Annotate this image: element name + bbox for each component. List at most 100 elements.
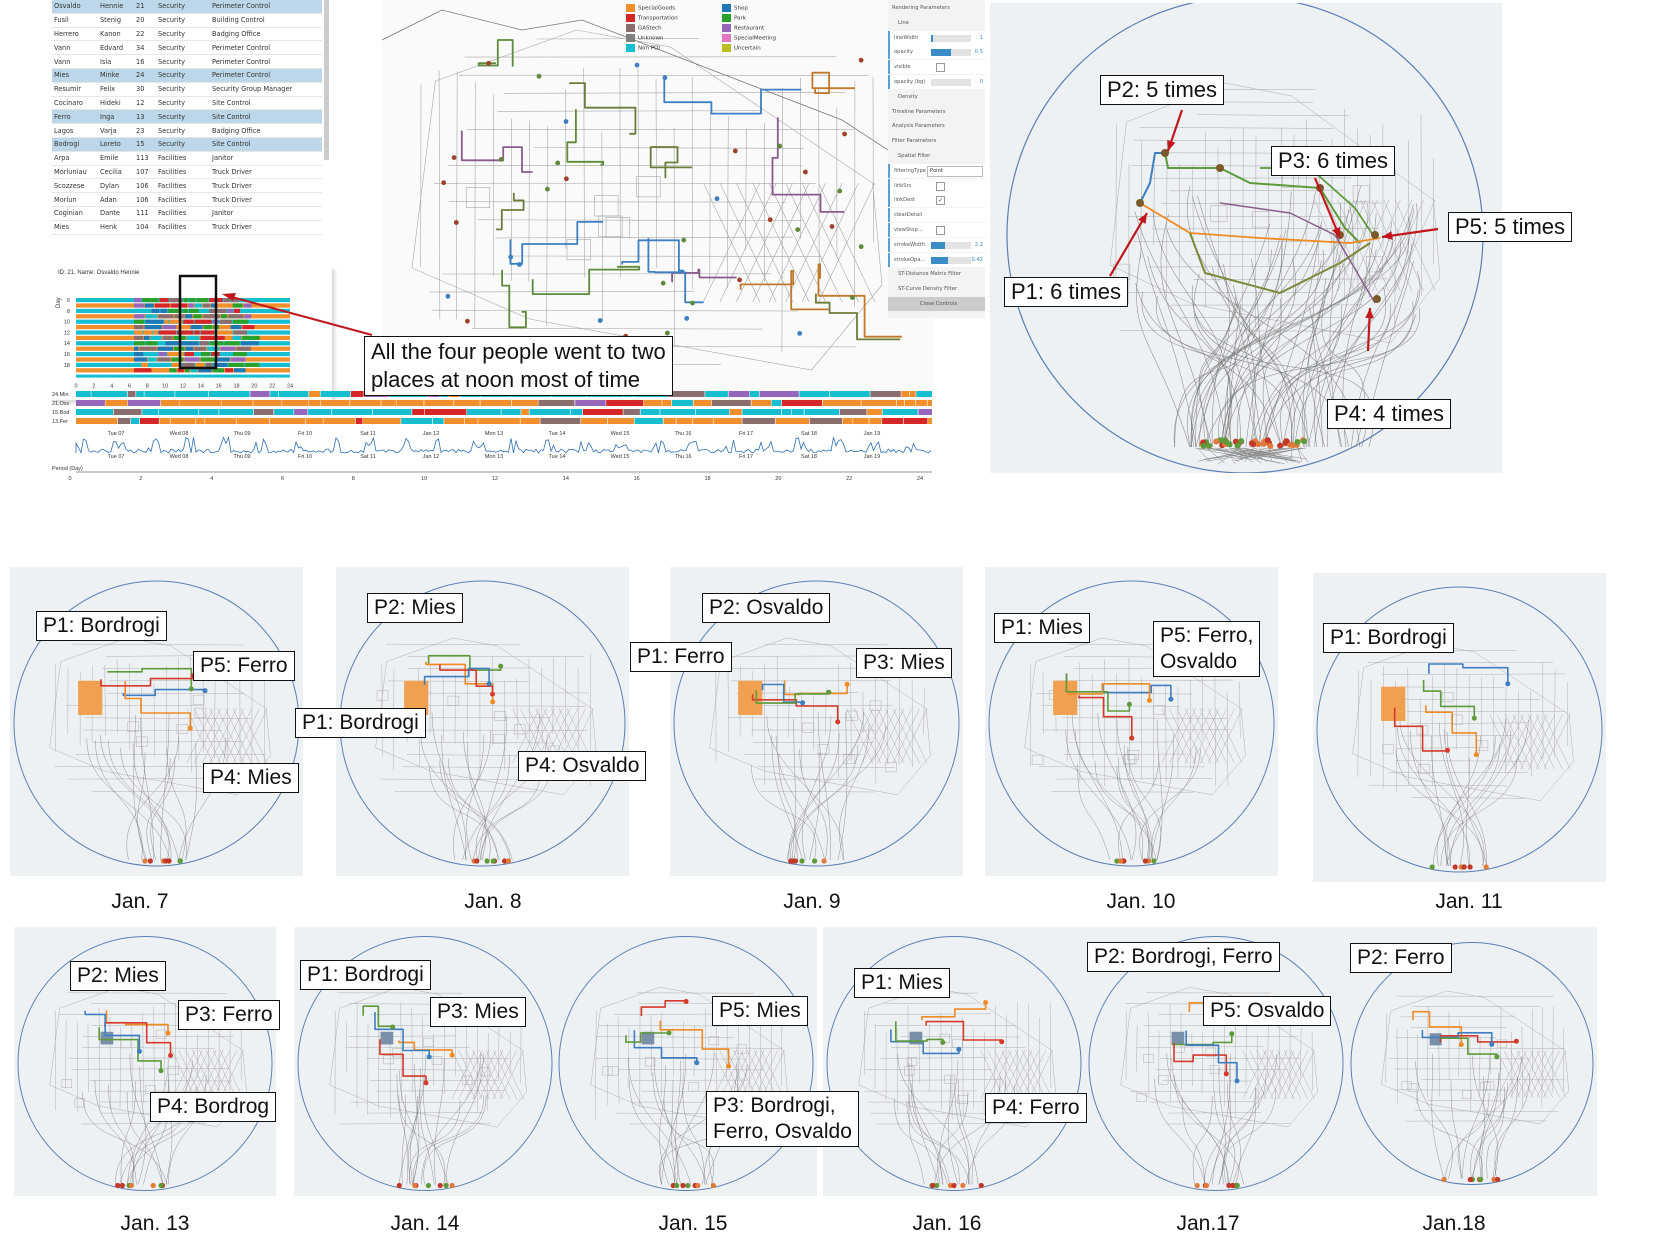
- poi-legend-item[interactable]: GAStech: [626, 24, 662, 33]
- hour-tick: 10: [162, 384, 168, 390]
- staff-row[interactable]: Vann Isia 16 Security Perimeter Control: [52, 54, 322, 69]
- control-cleardetail[interactable]: clearDetail: [888, 208, 985, 223]
- focus-circle: [17, 936, 273, 1191]
- control-timeline-parameters[interactable]: Timeline Parameters: [888, 105, 985, 119]
- table-scrollbar[interactable]: [324, 0, 329, 160]
- stop-marker: [1226, 1182, 1232, 1189]
- control-st-curve-density-filter[interactable]: ST-Curve Density Filter: [888, 282, 985, 296]
- timeline-segment: [127, 391, 136, 397]
- link-curve: [1190, 209, 1350, 448]
- poi-label: Restaurant: [734, 25, 765, 32]
- filtering-type-select[interactable]: Point: [927, 165, 983, 177]
- timeline-day-label: Tue 14: [549, 431, 566, 437]
- control-opacity[interactable]: opacity 0.5: [888, 45, 985, 60]
- poi-legend-item[interactable]: SpecialGoods: [626, 4, 675, 13]
- control-linksrc[interactable]: linkSrc: [888, 178, 985, 193]
- timeline-segment: [478, 418, 520, 424]
- link-curve: [1439, 722, 1464, 867]
- poi-legend-item[interactable]: Restaurant: [722, 24, 764, 33]
- control-filteringtype[interactable]: filteringType Point: [888, 163, 985, 178]
- control-strokeopa[interactable]: strokeOpa... 0.42: [888, 252, 985, 267]
- control-close-controls[interactable]: Close Controls: [888, 297, 985, 311]
- slider-track[interactable]: [931, 241, 971, 249]
- poi-label: GAStech: [638, 25, 662, 32]
- stop-marker: [1203, 1182, 1210, 1189]
- control-strokewidth[interactable]: strokeWidth 2.2: [888, 237, 985, 252]
- activity-segment: [236, 346, 251, 351]
- timeline-segment: [693, 400, 712, 406]
- staff-row[interactable]: Osvaldo Hennie 21 Security Perimeter Control: [52, 0, 322, 14]
- control-opacity-bg[interactable]: opacity (bg) 0: [888, 75, 985, 89]
- staff-row[interactable]: Resumir Felix 30 Security Security Group Man…: [52, 82, 322, 97]
- activity-segment: [141, 362, 148, 367]
- timeline-segment: [136, 391, 144, 397]
- poi-legend-item[interactable]: Unknown: [626, 34, 664, 43]
- staff-row[interactable]: Scozzese Dylan 106 Facilities Truck Driver: [52, 178, 322, 194]
- poi-legend-item[interactable]: Non POI: [626, 44, 660, 53]
- trajectory-path: [751, 694, 839, 722]
- staff-row[interactable]: Arpa Emile 113 Facilities Janitor: [52, 151, 322, 166]
- activity-segment: [242, 335, 260, 340]
- poi-legend-item[interactable]: Uncertain: [722, 44, 761, 53]
- activity-segment: [160, 308, 168, 313]
- staff-row[interactable]: Coginian Dante 111 Facilities Janitor: [52, 206, 322, 221]
- control-viewstop[interactable]: viewStop...: [888, 223, 985, 237]
- poi-legend-item[interactable]: Park: [722, 14, 746, 23]
- timeline-day-label: Thu 09: [233, 431, 250, 437]
- period-tick: 0: [68, 476, 71, 482]
- staff-row[interactable]: Ferro Inga 13 Security Site Control: [52, 109, 322, 125]
- timeline-segment: [350, 400, 381, 406]
- poi-marker: [835, 719, 841, 725]
- trajectory-path: [398, 1040, 453, 1056]
- timeline-segment: [253, 409, 274, 415]
- staff-row[interactable]: Mies Minke 24 Security Perimeter Control: [52, 68, 322, 83]
- control-analysis-parameters[interactable]: Analysis Parameters: [888, 119, 985, 133]
- poi-marker: [1126, 701, 1132, 707]
- checkbox[interactable]: [936, 226, 945, 235]
- control-linewidth[interactable]: lineWidth 1: [888, 30, 985, 45]
- poi-legend-item[interactable]: Transportation: [626, 14, 678, 23]
- activity-segment: [196, 298, 209, 303]
- activity-segment: [134, 325, 144, 330]
- link-curve: [1444, 1056, 1522, 1179]
- control-filter-parameters[interactable]: Filter Parameters: [888, 134, 985, 148]
- control-visible[interactable]: visible: [888, 60, 985, 75]
- link-curve: [809, 752, 820, 861]
- staff-cell-dept: Security: [156, 54, 210, 69]
- control-spatial-filter[interactable]: Spatial Filter: [888, 149, 985, 163]
- link-curve: [150, 757, 175, 861]
- staff-row[interactable]: Bodrogi Loreto 15 Security Site Control: [52, 137, 322, 152]
- timeline-segment: [170, 418, 196, 424]
- slider-track[interactable]: [931, 49, 971, 57]
- staff-row[interactable]: Cocinaro Hideki 12 Security Site Control: [52, 96, 322, 111]
- staff-row[interactable]: Fusil Stenig 20 Security Building Control: [52, 13, 322, 28]
- timeline-segment: [575, 400, 606, 406]
- poi-legend-item[interactable]: Shop: [722, 4, 748, 13]
- staff-row[interactable]: Morluniau Cecilia 107 Facilities Truck Drive…: [52, 165, 322, 180]
- control-st-distance-matrix-filter[interactable]: ST-Distance Matrix Filter: [888, 267, 985, 281]
- control-line[interactable]: Line: [888, 16, 985, 30]
- control-rendering-parameters[interactable]: Rendering Parameters: [888, 1, 985, 15]
- checkbox[interactable]: [936, 63, 945, 73]
- checkbox[interactable]: [936, 181, 945, 191]
- slider-track[interactable]: [931, 256, 971, 264]
- staff-row[interactable]: Vann Edvard 34 Security Perimeter Control: [52, 40, 322, 56]
- control-linkdest[interactable]: linkDest ✓: [888, 193, 985, 208]
- timeline-day-label-2: Thu 16: [674, 454, 691, 460]
- poi-legend-item[interactable]: SpecialMeeting: [722, 34, 776, 43]
- staff-row[interactable]: Morlun Adan 106 Facilities Truck Driver: [52, 192, 322, 207]
- control-label: Line: [898, 19, 909, 26]
- staff-row[interactable]: Lagos Varja 23 Security Badging Office: [52, 123, 322, 138]
- control-density[interactable]: Density: [888, 90, 985, 104]
- activity-segment: [134, 298, 142, 303]
- slider-track[interactable]: [931, 79, 971, 86]
- timeline-segment: [274, 409, 294, 415]
- link-curve: [653, 1057, 679, 1185]
- poi-label: Uncertain: [734, 45, 761, 52]
- checkbox[interactable]: ✓: [936, 196, 945, 206]
- staff-row[interactable]: Herrero Kanon 22 Security Badging Office: [52, 27, 322, 42]
- staff-row[interactable]: Mies Henk 104 Facilities Truck Driver: [52, 220, 322, 235]
- slider-track[interactable]: [931, 34, 971, 42]
- timeline-segment: [581, 418, 608, 424]
- timeline-segment: [695, 409, 730, 415]
